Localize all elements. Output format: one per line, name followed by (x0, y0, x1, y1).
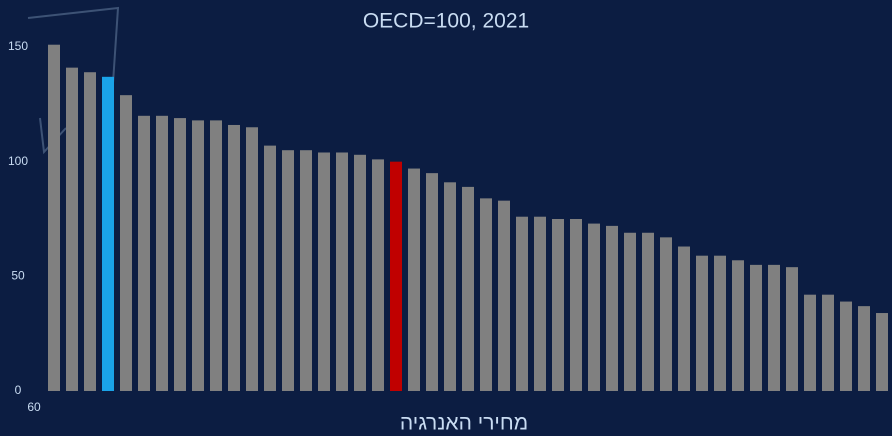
bar (102, 76, 114, 392)
bar (372, 159, 384, 391)
bar (606, 225, 618, 391)
bar (516, 216, 528, 391)
bar (66, 67, 78, 391)
bar (570, 219, 582, 391)
bar (786, 267, 798, 391)
bar (408, 168, 420, 391)
bar (426, 173, 438, 391)
bar (624, 232, 636, 391)
bar (696, 255, 708, 391)
bar (876, 313, 888, 391)
bar (534, 216, 546, 391)
bar (444, 182, 456, 391)
bar (84, 72, 96, 391)
bar (246, 127, 258, 392)
bar (480, 198, 492, 391)
bar (750, 264, 762, 391)
bar (390, 161, 402, 391)
bar (48, 44, 60, 391)
bar (228, 124, 240, 392)
bar (822, 294, 834, 391)
bar (318, 152, 330, 391)
bar (282, 150, 294, 391)
bar (462, 186, 474, 391)
y-tick-label: 0 (15, 383, 22, 397)
bar (804, 294, 816, 391)
bar (768, 264, 780, 391)
bar (588, 223, 600, 391)
bar (192, 120, 204, 392)
bar (210, 120, 222, 392)
bar (138, 115, 150, 392)
bar (552, 219, 564, 391)
bar (336, 152, 348, 391)
bar (354, 154, 366, 391)
annotation: 60 (27, 400, 41, 414)
bar (174, 118, 186, 392)
bar (732, 260, 744, 391)
bar (264, 145, 276, 391)
decoration (27, 6, 120, 99)
y-tick-label: 150 (8, 39, 28, 53)
x-axis-label: מחירי האנרגיה (400, 412, 528, 435)
y-tick-label: 100 (8, 154, 28, 168)
bar (642, 232, 654, 391)
bar (678, 246, 690, 391)
bar (498, 200, 510, 391)
bar (120, 95, 132, 391)
bar (840, 301, 852, 391)
bar (858, 306, 870, 391)
bar (156, 115, 168, 392)
bar (660, 237, 672, 391)
bar (300, 150, 312, 391)
chart-title: OECD=100, 2021 (363, 10, 529, 33)
y-tick-label: 50 (11, 269, 25, 283)
bar (714, 255, 726, 391)
